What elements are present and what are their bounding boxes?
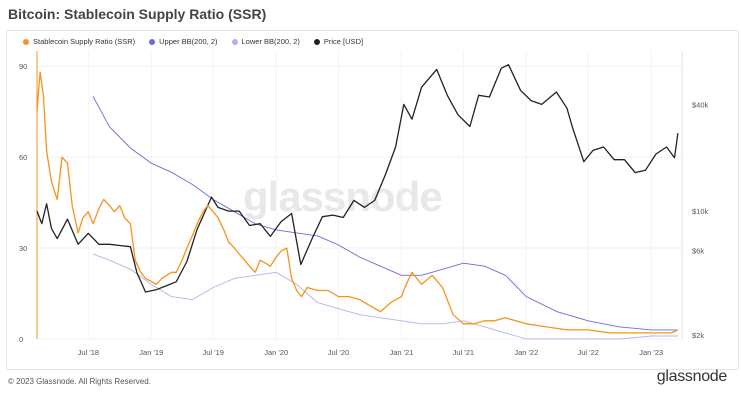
x-tick-label: Jan '23 bbox=[639, 348, 663, 357]
y-left-tick-label: 60 bbox=[19, 153, 27, 162]
chart-legend: Stablecoin Supply Ratio (SSR) Upper BB(2… bbox=[23, 37, 363, 46]
series-line-stablecoin-supply-ratio-ssr bbox=[36, 71, 679, 334]
legend-label-ssr: Stablecoin Supply Ratio (SSR) bbox=[33, 37, 136, 46]
legend-dot-ssr bbox=[23, 38, 29, 45]
legend-item-price[interactable]: Price [USD] bbox=[313, 37, 364, 46]
legend-item-upper-bb[interactable]: Upper BB(200, 2) bbox=[149, 37, 218, 46]
legend-label-upper-bb: Upper BB(200, 2) bbox=[159, 37, 218, 46]
x-tick-label: Jan '19 bbox=[139, 348, 163, 357]
series-line-price-usd bbox=[36, 64, 679, 293]
legend-label-price: Price [USD] bbox=[323, 37, 364, 46]
footer-copyright: © 2023 Glassnode. All Rights Reserved. bbox=[8, 377, 151, 386]
series-line-upper-bb-200-2 bbox=[92, 96, 678, 331]
y-right-tick-label: $2k bbox=[692, 331, 704, 340]
y-right-tick-label: $6k bbox=[692, 246, 704, 255]
legend-label-lower-bb: Lower BB(200, 2) bbox=[241, 37, 300, 46]
y-left-tick-label: 90 bbox=[19, 62, 27, 71]
x-tick-label: Jul '20 bbox=[328, 348, 349, 357]
legend-dot-price bbox=[313, 38, 320, 45]
legend-dot-upper-bb bbox=[149, 38, 156, 45]
chart-card: Stablecoin Supply Ratio (SSR) Upper BB(2… bbox=[6, 30, 739, 370]
chart-plot[interactable]: glassnode 0 30 60 90 $2k $6k $10k $40k Jul '18 Ja… bbox=[7, 31, 738, 369]
y-left-tick-label: 30 bbox=[19, 244, 27, 253]
x-tick-label: Jan '20 bbox=[264, 348, 288, 357]
x-tick-label: Jan '22 bbox=[514, 348, 538, 357]
legend-dot-lower-bb bbox=[231, 38, 238, 45]
footer-brand-logo[interactable]: glassnode bbox=[656, 368, 728, 385]
legend-item-ssr[interactable]: Stablecoin Supply Ratio (SSR) bbox=[23, 37, 135, 46]
x-tick-label: Jul '18 bbox=[78, 348, 99, 357]
page-title: Bitcoin: Stablecoin Supply Ratio (SSR) bbox=[8, 6, 267, 22]
x-tick-label: Jul '19 bbox=[202, 348, 223, 357]
watermark: glassnode bbox=[243, 173, 442, 220]
series-line-lower-bb-200-2 bbox=[92, 253, 678, 340]
y-left-tick-label: 0 bbox=[19, 335, 23, 344]
x-tick-label: Jan '21 bbox=[389, 348, 413, 357]
y-right-tick-label: $10k bbox=[692, 207, 709, 216]
x-tick-label: Jul '22 bbox=[578, 348, 599, 357]
y-right-tick-label: $40k bbox=[692, 100, 709, 109]
legend-item-lower-bb[interactable]: Lower BB(200, 2) bbox=[231, 37, 300, 46]
x-tick-label: Jul '21 bbox=[453, 348, 474, 357]
